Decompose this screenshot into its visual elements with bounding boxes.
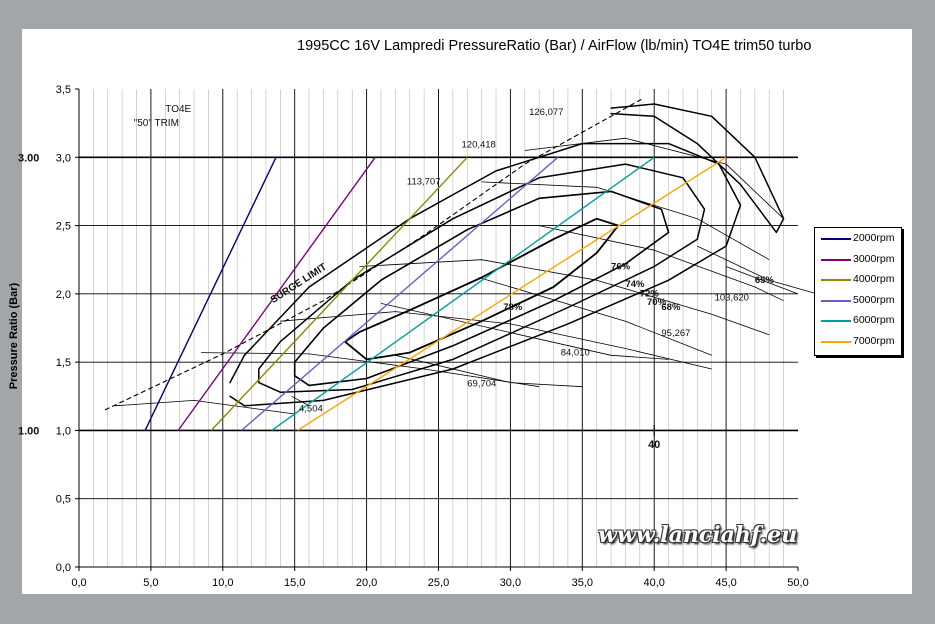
legend-label: 6000rpm [853, 314, 895, 326]
speed-label-leader [291, 395, 310, 407]
legend-label: 5000rpm [853, 293, 895, 306]
series-line-7000rpm [297, 156, 727, 431]
efficiency-label: 76% [611, 261, 631, 272]
x-tick-label: 15,0 [284, 577, 305, 589]
chart-title: 1995CC 16V Lampredi PressureRatio (Bar) … [297, 38, 812, 54]
x-tick-label: 50,0 [787, 577, 808, 589]
y-tick-labels: 0,0 0,5 1,0 1,5 2,0 2,5 3,0 3,5 [56, 84, 71, 574]
scan-label-300: 3.00 [18, 152, 39, 164]
legend-swatch [821, 238, 851, 240]
speed-line [359, 259, 770, 336]
legend-label: 3000rpm [853, 252, 895, 265]
speed-line [201, 352, 540, 388]
speed-label: 120,418 [462, 140, 496, 151]
scan-label-100: 1.00 [18, 426, 39, 438]
speed-label-leader [478, 277, 712, 356]
efficiency-island-74 [258, 163, 706, 393]
speed-label: 126,077 [529, 107, 563, 118]
speed-label: 69,704 [467, 379, 496, 390]
legend-item-3000rpm: 3000rpm [821, 253, 901, 267]
legend-item-4000rpm: 4000rpm [821, 273, 901, 287]
x-tick-label: 25,0 [428, 577, 449, 589]
legend-label: 4000rpm [853, 273, 895, 285]
x-tick-label: 40,0 [643, 577, 664, 589]
surge-limit-line [104, 98, 643, 411]
y-tick-label: 2,0 [56, 289, 71, 301]
legend: 2000rpm 3000rpm 4000rpm 5000rpm 6000rpm 7000r… [814, 227, 902, 356]
y-tick-label: 0,5 [56, 494, 71, 506]
speed-label-leader [380, 303, 669, 360]
x-tick-labels: 0,0 5,0 10,0 15,0 20,0 25,0 30,0 35,0 40,0 45,0 50… [71, 577, 808, 589]
efficiency-island-outer [610, 103, 785, 234]
legend-label: 7000rpm [853, 334, 895, 347]
legend-swatch [821, 340, 851, 343]
y-tick-label: 3,0 [56, 152, 71, 164]
speed-label: 84,010 [561, 347, 590, 358]
efficiency-label: 70% [647, 297, 667, 308]
series-line-6000rpm [271, 156, 655, 431]
rpm-series-lines [144, 156, 727, 431]
x-tick-label: 45,0 [715, 577, 736, 589]
legend-item-5000rpm: 5000rpm [821, 294, 901, 308]
speed-label-leader [697, 245, 827, 297]
series-line-2000rpm [144, 156, 277, 431]
legend-item-2000rpm: 2000rpm [821, 232, 901, 246]
y-tick-label: 2,5 [56, 221, 71, 233]
legend-swatch [821, 320, 851, 322]
speed-label: 113,707 [407, 177, 441, 188]
scan-label-40: 40 [648, 439, 660, 451]
trim-label-top: TO4E [165, 104, 191, 115]
speed-label-leader [725, 266, 799, 295]
efficiency-label: 72% [640, 289, 660, 300]
speed-label: 4,504 [299, 403, 323, 414]
legend-swatch [821, 258, 851, 261]
x-tick-label: 5,0 [143, 577, 158, 589]
x-tick-label: 0,0 [71, 577, 86, 589]
efficiency-island-72 [229, 142, 742, 407]
y-tick-label: 0,0 [56, 562, 71, 574]
legend-item-6000rpm: 6000rpm [821, 314, 901, 328]
legend-label: 2000rpm [853, 232, 895, 244]
speed-line [280, 311, 712, 370]
vertical-gridlines [93, 89, 784, 567]
series-line-4000rpm [210, 156, 468, 431]
y-tick-label: 3,5 [56, 84, 71, 96]
x-tick-label: 35,0 [572, 577, 593, 589]
series-line-5000rpm [241, 156, 559, 431]
speed-label-leader [395, 354, 583, 388]
series-line-3000rpm [177, 156, 376, 431]
legend-swatch [821, 279, 851, 281]
trim-label-bottom: "50" TRIM [134, 118, 179, 129]
y-tick-label: 1,0 [56, 425, 71, 437]
efficiency-label: 74% [625, 279, 645, 290]
legend-item-7000rpm: 7000rpm [821, 335, 901, 349]
legend-swatch [821, 299, 851, 302]
watermark: www.lanciahf.eu [598, 522, 798, 548]
x-tick-label: 20,0 [356, 577, 377, 589]
speed-line [114, 400, 295, 415]
speed-line [481, 181, 770, 261]
efficiency-label: 65% [755, 275, 775, 286]
x-tick-label: 30,0 [500, 577, 521, 589]
efficiency-label: 68% [661, 302, 681, 313]
speed-label: 95,267 [661, 328, 690, 339]
x-tick-label: 10,0 [212, 577, 233, 589]
axes [75, 88, 799, 571]
y-tick-label: 1,5 [56, 357, 71, 369]
speed-label: 103,620 [715, 293, 749, 304]
efficiency-label: 78% [503, 302, 523, 313]
speed-line [424, 225, 784, 302]
speed-line [524, 137, 784, 219]
